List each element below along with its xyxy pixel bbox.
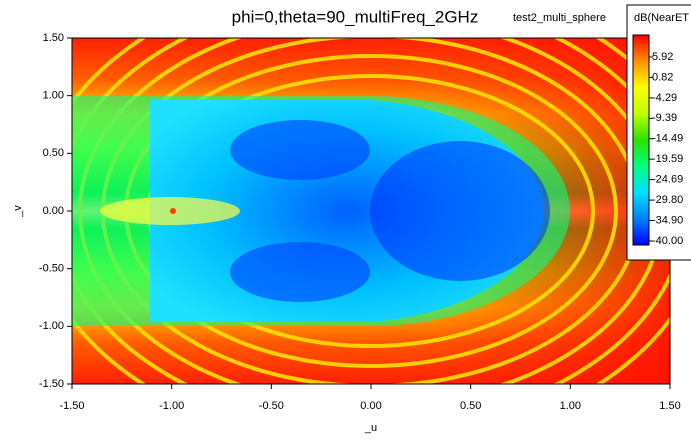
x-axis-label: _u [364,422,377,434]
colorbar-tick-label: -29.80 [652,194,683,206]
colorbar-tick-label: 5.92 [652,51,673,63]
y-tick-label: 1.50 [43,32,64,44]
y-tick-label: -1.00 [39,320,64,332]
x-tick-label: 0.50 [460,400,481,412]
colorbar-tick-label: -14.49 [652,133,683,145]
x-tick-label: -1.00 [159,400,184,412]
x-tick-label: 1.00 [560,400,581,412]
colorbar-tick-label: -9.39 [652,112,677,124]
x-tick-label: 1.50 [659,400,680,412]
chart-title: phi=0,theta=90_multiFreq_2GHz [232,7,479,26]
colorbar-label: dB(NearET [634,12,689,24]
colorbar-tick-label: 0.82 [652,71,673,83]
colorbar-tick-label: -40.00 [652,235,683,247]
x-tick-label: 0.00 [360,400,381,412]
chart-subtitle: test2_multi_sphere [513,12,606,24]
colorbar-tick-label: -24.69 [652,174,683,186]
y-axis-label: _v [12,205,24,218]
colorbar-tick-label: -34.90 [652,214,683,226]
y-tick-label: -1.50 [39,378,64,390]
x-tick-label: -1.50 [59,400,84,412]
y-tick-label: 0.50 [43,147,64,159]
colorbar [632,34,650,246]
y-tick-label: 1.00 [43,90,64,102]
field-image [72,38,670,384]
colorbar-tick-label: -19.59 [652,153,683,165]
y-tick-label: 0.00 [43,205,64,217]
colorbar-tick-label: -4.29 [652,92,677,104]
x-tick-label: -0.50 [259,400,284,412]
y-tick-label: -0.50 [39,263,64,275]
